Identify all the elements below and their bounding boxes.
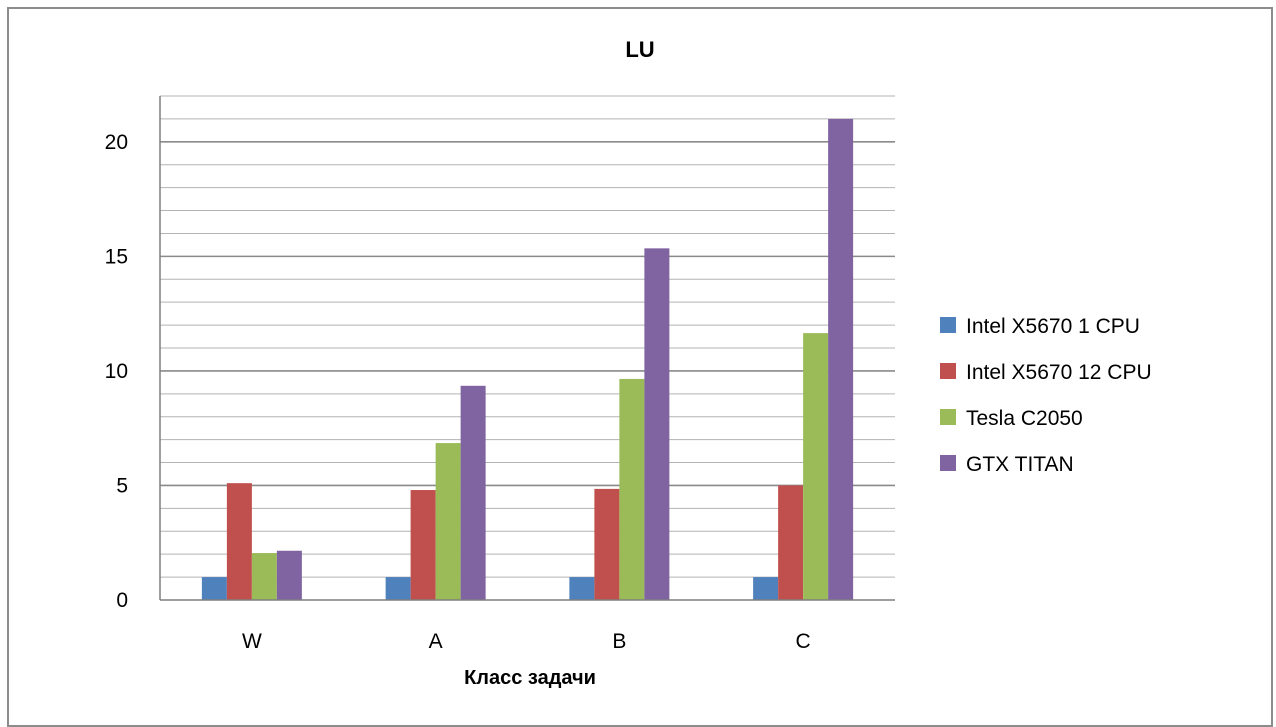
bar: [435, 443, 461, 600]
bar: [569, 577, 595, 600]
x-tick-label: W: [242, 630, 262, 653]
legend-swatch: [940, 363, 956, 379]
y-tick-label: 0: [116, 589, 128, 612]
bar: [778, 485, 804, 600]
legend-entry: Intel X5670 12 CPU: [966, 361, 1152, 384]
bar: [619, 378, 645, 600]
y-tick-label: 10: [105, 360, 128, 383]
bar: [385, 577, 411, 600]
legend-swatch: [940, 317, 956, 333]
bar: [410, 490, 436, 600]
bar: [828, 118, 854, 600]
axes: [159, 96, 895, 601]
legend-swatch: [940, 455, 956, 471]
bar: [226, 483, 252, 600]
x-tick-label: C: [796, 630, 811, 653]
bars: [201, 118, 854, 600]
bar: [753, 577, 779, 600]
bar: [644, 248, 670, 600]
bar: [594, 488, 620, 600]
y-tick-labels: 0 5 10 15 20: [105, 131, 128, 612]
legend-entry: GTX TITAN: [966, 453, 1074, 476]
grid: [160, 95, 895, 578]
x-tick-label: B: [612, 630, 626, 653]
legend: Intel X5670 1 CPU Intel X5670 12 CPU Tesla…: [940, 315, 1152, 476]
bar: [251, 553, 277, 600]
y-tick-label: 20: [105, 131, 128, 154]
bar: [276, 550, 302, 600]
y-tick-label: 15: [105, 245, 128, 268]
legend-swatch: [940, 409, 956, 425]
chart-title: LU: [625, 37, 654, 62]
bar: [803, 333, 829, 600]
y-tick-label: 5: [116, 474, 128, 497]
legend-entry: Tesla C2050: [966, 407, 1083, 430]
bar: [460, 385, 486, 600]
legend-entry: Intel X5670 1 CPU: [966, 315, 1140, 338]
bar: [201, 577, 227, 600]
x-tick-label: A: [429, 630, 443, 653]
x-axis-title: Класс задачи: [464, 667, 596, 689]
